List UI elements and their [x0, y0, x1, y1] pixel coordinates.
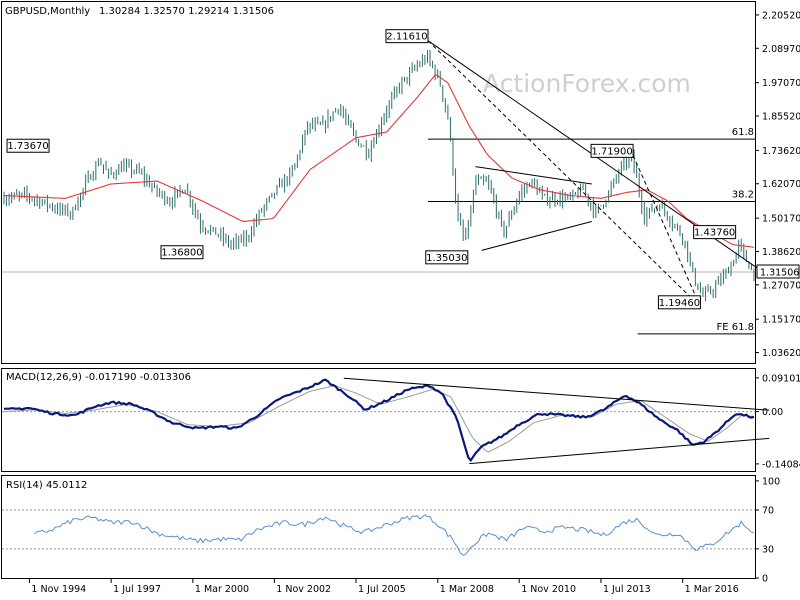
price-label-box	[6, 138, 50, 153]
dashed-trendline	[427, 40, 701, 308]
moving-average-line	[3, 74, 755, 248]
macd-trendline	[343, 377, 770, 411]
macd-axis-label: 0.091015	[762, 373, 800, 384]
price-axis-label: 2.08970	[762, 44, 800, 55]
time-axis-label: 1 Jul 1997	[113, 584, 161, 595]
rsi-panel	[1, 475, 756, 579]
time-axis-label: 1 Mar 2016	[685, 584, 739, 595]
price-axis-label: 1.38620	[762, 247, 800, 258]
rsi-title: RSI(14) 45.0112	[6, 480, 87, 491]
price-label: 1.19460	[659, 298, 700, 309]
price-axis-label: 1.85520	[762, 112, 800, 123]
price-label-box	[693, 225, 737, 240]
fib-label: 61.8	[732, 127, 754, 138]
price-label: 1.36800	[161, 248, 202, 259]
time-axis-label: 1 Nov 2002	[276, 584, 331, 595]
rsi-line	[34, 514, 755, 556]
price-label: 1.73670	[7, 141, 48, 152]
price-panel	[1, 1, 756, 364]
price-label: 1.71900	[591, 146, 632, 157]
rsi-axis-label: 30	[762, 544, 774, 555]
time-axis-label: 1 Nov 1994	[31, 584, 86, 595]
price-axis-label: 1.73620	[762, 146, 800, 157]
price-axis-label: 2.20520	[762, 10, 800, 21]
macd-axis-label: -0.140843	[762, 459, 800, 470]
macd-trendline	[469, 437, 770, 465]
macd-line	[3, 378, 755, 463]
quote-label: 1.30284 1.32570 1.29214 1.31506	[99, 6, 274, 17]
macd-title: MACD(12,26,9) -0.017190 -0.013306	[6, 372, 191, 383]
fib-label: 38.2	[732, 190, 754, 201]
price-label-box	[657, 295, 701, 310]
rsi-axis-label: 70	[762, 506, 774, 517]
macd-layer	[2, 377, 770, 465]
price-axis-label: 1.62070	[762, 179, 800, 190]
price-label-box	[160, 245, 204, 260]
macd-axis-label: 0.00	[762, 407, 783, 418]
price-label-box	[590, 143, 634, 158]
price-layer: 61.8 38.2 FE 61.8 2.11610 1.73670 1.36800 1.35…	[2, 29, 770, 335]
price-axis-label: 1.97070	[762, 78, 800, 89]
time-axis-label: 1 Jul 2005	[358, 584, 406, 595]
time-axis-label: 1 Mar 2008	[440, 584, 494, 595]
price-axis-label: 1.03620	[762, 348, 800, 359]
fib-label: FE 61.8	[716, 322, 754, 333]
price-label: 1.35030	[426, 253, 467, 264]
trendline	[481, 221, 592, 251]
time-axis-label: 1 Nov 2010	[521, 584, 576, 595]
price-axis-label: 1.27070	[762, 280, 800, 291]
price-label: 2.11610	[386, 32, 427, 43]
rsi-axis-label: 0	[762, 574, 768, 585]
price-label-box	[425, 250, 469, 265]
time-axis-label: 1 Mar 2000	[195, 584, 249, 595]
price-axis-label: 1.50170	[762, 214, 800, 225]
price-label-box	[385, 29, 429, 44]
price-label: 1.43760	[694, 228, 735, 239]
symbol-label: GBPUSD,Monthly	[5, 6, 90, 17]
price-axis-label: 1.15170	[762, 315, 800, 326]
axis-layer: 2.20520 2.08970 1.97070 1.85520 1.73620 1.620…	[28, 10, 800, 595]
current-price-badge	[756, 264, 800, 279]
macd-panel	[1, 368, 756, 472]
time-axis-label: 1 Jul 2013	[603, 584, 651, 595]
rsi-axis-label: 100	[762, 476, 780, 487]
rsi-layer	[2, 509, 755, 556]
trendline	[475, 166, 592, 185]
current-price-label: 1.31506	[760, 268, 799, 279]
watermark: ActionForex.com	[483, 69, 691, 98]
